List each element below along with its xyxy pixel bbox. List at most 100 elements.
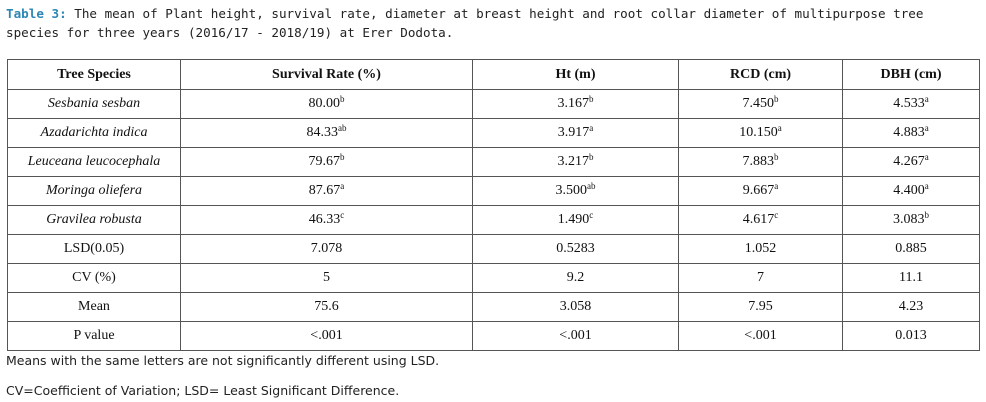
cell-value: 1.052 [744,241,777,256]
table-cell: 7.95 [678,292,843,322]
cell-value: 9.667 [742,183,775,198]
table-row: Gravilea robusta 46.33c 1.490c 4.617c 3.083b [7,205,980,235]
cell-value: CV (%) [72,270,116,285]
cell-value: Mean [78,299,110,314]
table-cell: 3.217b [472,147,679,177]
row-label-cell: P value [7,321,181,351]
cell-value: Azadarichta indica [40,125,148,140]
table-cell: 4.400a [842,176,980,206]
results-table: Tree Species Survival Rate (%) Ht (m) RC… [7,59,980,351]
cell-value: 3.083 [893,212,925,227]
cell-value: 3.217 [557,154,590,169]
cell-value: 4.23 [898,299,924,314]
header-height: Ht (m) [472,59,679,90]
row-label-cell: Moringa oliefera [7,176,181,206]
cell-value: 0.013 [895,328,927,343]
significance-letter: b [589,94,594,104]
cell-value: 4.617 [742,212,775,227]
footnote-abbreviations: CV=Coefficient of Variation; LSD= Least … [6,383,400,398]
cell-value: 3.058 [559,299,592,314]
significance-letter: a [340,181,345,191]
table-cell: <.001 [678,321,843,351]
significance-letter: a [924,152,929,162]
cell-value: LSD(0.05) [63,241,125,256]
cell-value: 0.885 [895,241,927,256]
table-body: Sesbania sesban 80.00b 3.167b 7.450b 4.533a A… [7,89,980,351]
row-label-cell: Sesbania sesban [7,89,181,119]
table-row: LSD(0.05) 7.078 0.5283 1.052 0.885 [7,234,980,264]
cell-value: 7.95 [748,299,773,314]
table-cell: 87.67a [180,176,473,206]
cell-value: 46.33 [308,212,341,227]
table-cell: 4.883a [842,118,980,148]
cell-value: <.001 [310,328,343,343]
cell-value: 7.450 [742,96,775,111]
table-row: Moringa oliefera 87.67a 3.500ab 9.667a 4.400… [7,176,980,206]
header-rcd: RCD (cm) [678,59,843,90]
significance-letter: b [340,152,345,162]
table-row: P value <.001 <.001 <.001 0.013 [7,321,980,351]
cell-value: 0.5283 [556,241,595,256]
row-label-cell: Gravilea robusta [7,205,181,235]
header-survival-rate: Survival Rate (%) [180,59,473,90]
table-cell: 7.078 [180,234,473,264]
row-label-cell: Leuceana leucocephala [7,147,181,177]
significance-letter: a [777,123,782,133]
table-cell: 75.6 [180,292,473,322]
row-label-cell: Mean [7,292,181,322]
table-caption: Table 3: The mean of Plant height, survi… [6,4,981,42]
table-cell: 80.00b [180,89,473,119]
cell-value: 1.490 [557,212,590,227]
significance-letter: c [774,210,779,220]
table-cell: 7 [678,263,843,293]
cell-value: 79.67 [308,154,341,169]
table-cell: 4.533a [842,89,980,119]
cell-value: Leuceana leucocephala [27,154,161,169]
cell-value: 10.150 [739,125,778,140]
table-cell: 4.23 [842,292,980,322]
table-cell: 1.052 [678,234,843,264]
header-dbh: DBH (cm) [842,59,980,90]
cell-value: 3.167 [557,96,590,111]
table-row: CV (%) 5 9.2 7 11.1 [7,263,980,293]
table-cell: 0.885 [842,234,980,264]
table-row: Leuceana leucocephala 79.67b 3.217b 7.883b 4… [7,147,980,177]
table-row: Sesbania sesban 80.00b 3.167b 7.450b 4.533a [7,89,980,119]
row-label-cell: CV (%) [7,263,181,293]
cell-value: 7.883 [742,154,775,169]
table-cell: 0.013 [842,321,980,351]
table-cell: 4.617c [678,205,843,235]
table-cell: 7.450b [678,89,843,119]
cell-value: 87.67 [308,183,341,198]
cell-value: 5 [323,270,330,285]
cell-value: 3.500 [555,183,588,198]
cell-value: Moringa oliefera [45,183,143,198]
significance-letter: ab [587,181,596,191]
header-tree-species: Tree Species [7,59,181,90]
cell-value: 7.078 [310,241,343,256]
cell-value: Gravilea robusta [46,212,142,227]
caption-label: Table 3: [6,6,67,21]
table-cell: 79.67b [180,147,473,177]
table-cell: <.001 [180,321,473,351]
significance-letter: a [924,123,929,133]
cell-value: 4.400 [893,183,925,198]
significance-letter: b [774,152,779,162]
significance-letter: ab [338,123,347,133]
significance-letter: a [924,94,929,104]
table-cell: 4.267a [842,147,980,177]
table-cell: 9.667a [678,176,843,206]
significance-letter: b [774,94,779,104]
cell-value: 4.533 [893,96,925,111]
table-cell: 84.33ab [180,118,473,148]
footnote-lsd: Means with the same letters are not sign… [6,353,440,368]
cell-value: 11.1 [899,270,923,285]
row-label-cell: Azadarichta indica [7,118,181,148]
significance-letter: a [774,181,779,191]
table-row: Mean 75.6 3.058 7.95 4.23 [7,292,980,322]
cell-value: 75.6 [314,299,339,314]
table-cell: <.001 [472,321,679,351]
table-cell: 46.33c [180,205,473,235]
table-cell: 3.058 [472,292,679,322]
cell-value: 9.2 [566,270,585,285]
